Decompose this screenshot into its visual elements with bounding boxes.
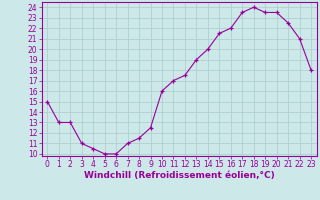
X-axis label: Windchill (Refroidissement éolien,°C): Windchill (Refroidissement éolien,°C)	[84, 171, 275, 180]
